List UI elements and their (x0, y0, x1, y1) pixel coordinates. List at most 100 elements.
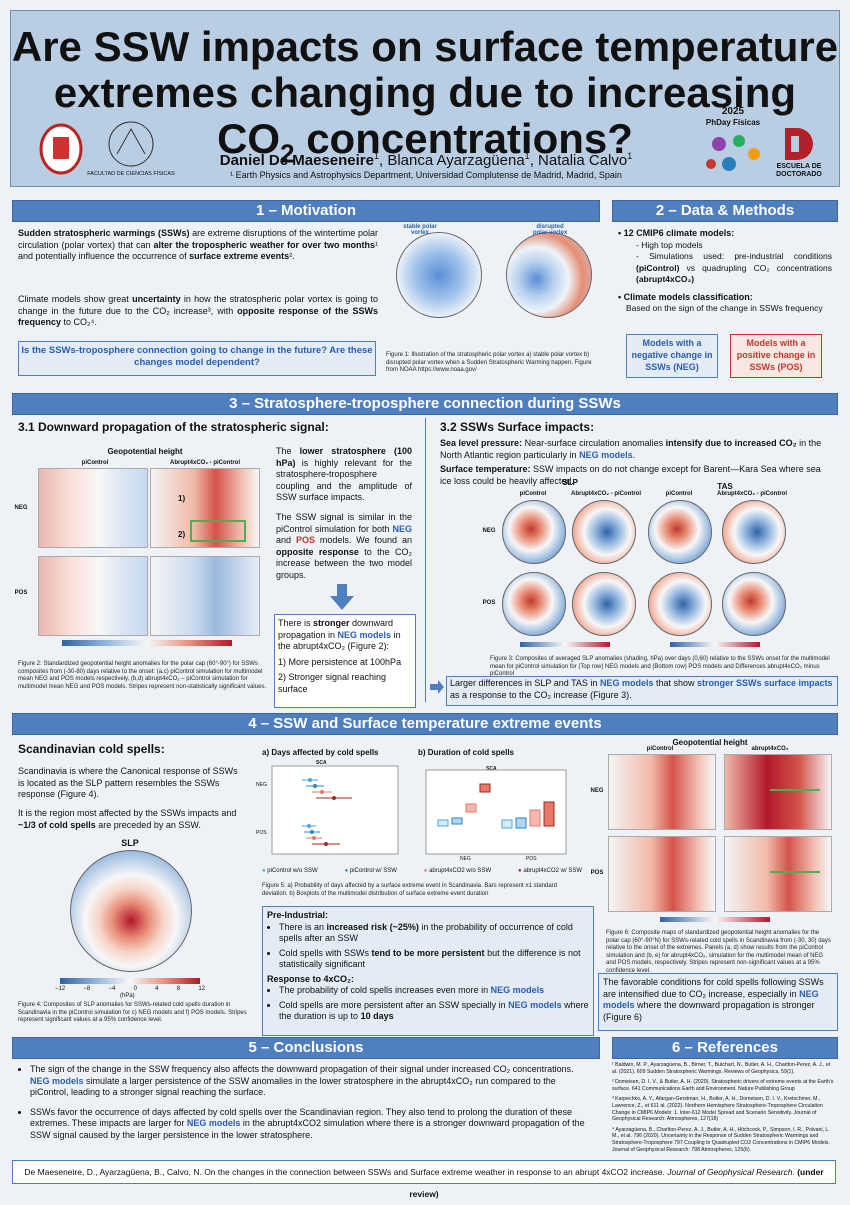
heatmap-panel (150, 468, 260, 548)
text-run: POS (295, 535, 315, 545)
list-item: SSWs favor the occurrence of days affect… (30, 1107, 590, 1142)
map-panel (722, 500, 786, 564)
text-run: 1) More persistence at 100hPa (278, 656, 402, 667)
text-run: increased risk (~25%) (326, 921, 419, 932)
heatmap-panel (724, 754, 832, 830)
colorbar (60, 978, 200, 984)
list: The probability of cold spells increases… (267, 985, 589, 1023)
text-run: The (276, 446, 300, 456)
conclusions-list: The sign of the change in the SSW freque… (18, 1064, 590, 1144)
text-run: Daniel De Maeseneire (219, 152, 374, 169)
text-run: The SSW signal is similar in the piContr… (276, 512, 412, 534)
list-item: Cold spells are more persistent after an… (279, 1000, 589, 1023)
text-run: simulate a larger persistence of the SSW… (30, 1075, 556, 1098)
figure-title: Geopotential height (672, 738, 748, 747)
figure-label: POS (256, 830, 267, 836)
text-run: 12 CMIP6 climate models: (623, 228, 735, 238)
text-run: Cold spells with SSWs (279, 947, 372, 958)
figure-label: NEG (482, 528, 496, 534)
colorbar-tick: −4 (108, 986, 116, 992)
title: extremes changing due to increasing (53, 69, 797, 116)
text-run: models. We found an (314, 535, 412, 545)
map-panel (502, 572, 566, 636)
text-run: . (792, 1167, 798, 1177)
figure-label: POS (14, 590, 28, 596)
text-run: piControl w/ SSW (349, 868, 397, 874)
figure-label: Abrupt4xCO₂ - piControl (717, 491, 787, 497)
map-panel (70, 850, 192, 972)
text-run: Climate models show great (18, 294, 133, 304)
text-run: 1 (627, 151, 633, 161)
figure-label: NEG (256, 782, 267, 788)
list: The sign of the change in the SSW freque… (18, 1064, 590, 1141)
text-run: The sign of the change in the SSW freque… (30, 1064, 574, 1074)
heatmap-panel (38, 468, 148, 548)
figure-label: TAS (717, 482, 733, 491)
paragraph: Sudden stratospheric warmings (SSWs) are… (18, 228, 378, 263)
map-panel (502, 500, 566, 564)
school-name: ESCUELA DE DOCTORADO (776, 163, 822, 178)
text-run: piControl w/o SSW (267, 868, 318, 874)
text-run: Response to 4xCO₂: (267, 973, 355, 984)
figure-mark: 2) (178, 530, 186, 539)
figure-label: piControl (665, 491, 693, 497)
neg-box: Models with a negative change in SSWs (N… (626, 334, 718, 378)
reference: ² Domeisen, D. I. V., & Butler, A. H. (2… (612, 1079, 834, 1092)
list-item: • 12 CMIP6 climate models: (618, 228, 735, 238)
section-heading: 1 – Motivation (12, 200, 600, 222)
text-run: intensify due to increased CO₂ (665, 438, 797, 448)
text-run: tend to be more persistent (371, 947, 485, 958)
text-run: ¹ and potentially influence the occurren… (18, 239, 378, 262)
figure-label: NEG (590, 788, 604, 794)
text-run: Sudden stratospheric warmings (SSWs) (18, 228, 190, 238)
colorbar-ticks: −12 −8 −4 0 4 8 12 (55, 986, 205, 992)
map-panel (648, 572, 712, 636)
text-run: NEG models (337, 629, 392, 640)
colorbar-tick: 0 (133, 986, 137, 992)
figure-globe (396, 232, 482, 318)
colorbar-tick: −8 (83, 986, 91, 992)
list-item: There is an increased risk (~25%) in the… (279, 922, 589, 945)
figure-label: piControl (519, 491, 547, 497)
results-box: Pre-Industrial: There is an increased ri… (262, 906, 594, 1036)
figure-title: b) Duration of cold spells (418, 748, 515, 757)
text-run: There is an (279, 921, 327, 932)
text-run: concentrations? (294, 115, 633, 162)
text-run: ~1/3 of cold spells (18, 819, 96, 830)
text-run: , Blanca Ayarzagüena (379, 152, 525, 169)
text-run: 1 (524, 151, 530, 161)
figure-label: POS (526, 856, 537, 862)
figure-label: abrupt4xCO₂ (751, 746, 789, 752)
text-run: Surface temperature: (440, 464, 531, 474)
text-run: 10 days (360, 1011, 394, 1021)
text-run: NEG models (603, 988, 819, 1011)
text-run: The probability of cold spells increases… (279, 985, 491, 995)
text-run: NEG models (508, 999, 562, 1010)
figure-label: POS (482, 600, 496, 606)
text-run: Pre-Industrial: (267, 910, 329, 920)
figure-title: a) Days affected by cold spells (262, 748, 379, 757)
figure-caption: Figure 6: Composite maps of standardized… (606, 930, 831, 974)
list-item: The probability of cold spells increases… (279, 985, 589, 997)
figure-caption: Figure 5: a) Probability of days affecte… (262, 883, 558, 897)
figure-globe (506, 232, 592, 318)
heatmap-panel (608, 754, 716, 830)
subheading: 3.2 SSWs Surface impacts: (440, 420, 595, 434)
text-run: Near-surface circulation anomalies (522, 438, 666, 448)
list: There is an increased risk (~25%) in the… (267, 922, 589, 971)
figure-label: disrupted polar vortex (532, 224, 568, 236)
text-run: to CO₂⁴. (61, 317, 97, 327)
text-run: opposite response of the SSWs frequency (18, 305, 378, 328)
map-panel (648, 500, 712, 564)
section-heading: 6 – References (612, 1037, 838, 1059)
colorbar-tick: 8 (176, 986, 181, 992)
text-run: ². (289, 251, 295, 261)
section-heading: 3 – Stratosphere-troposphere connection … (12, 393, 838, 415)
list-item: The sign of the change in the SSW freque… (30, 1064, 590, 1099)
text-run: NEG (392, 523, 412, 534)
text-run: (piControl) (636, 262, 680, 273)
question-box: Is the SSWs-troposphere connection going… (18, 341, 376, 376)
paragraph: Sea level pressure: Near-surface circula… (440, 438, 832, 461)
reference: ⁴ Ayarzagüena, B., Charlton-Perez, A. J.… (612, 1126, 830, 1153)
figure-title: Geopotential height (107, 447, 183, 456)
